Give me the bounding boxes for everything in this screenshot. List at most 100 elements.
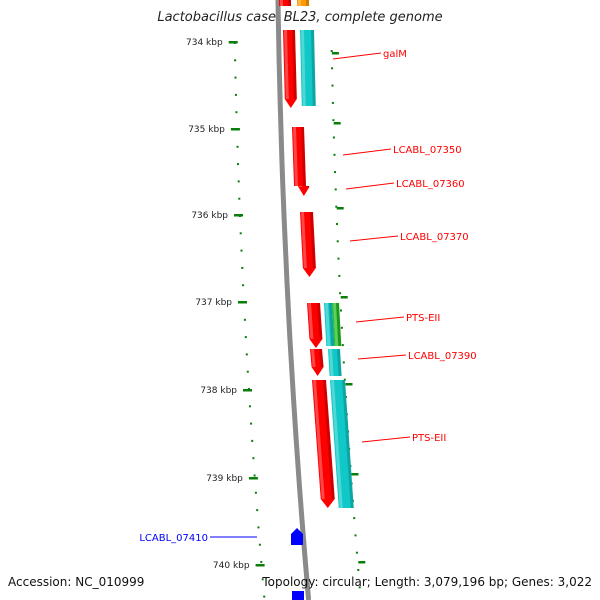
gene-galM-shade	[292, 30, 297, 99]
domain-PTS-EII-1[interactable]	[332, 303, 342, 346]
gene-LCABL_07360[interactable]	[298, 186, 310, 196]
gene-LCABL_07350-shade	[301, 127, 306, 186]
gene-label[interactable]: PTS-EII	[355, 313, 440, 324]
ruler-major-tick	[228, 41, 238, 44]
gene-label[interactable]: PTS-EII	[361, 433, 446, 444]
ruler-label: 736 kbp	[191, 211, 228, 221]
cds-galM[interactable]	[300, 30, 316, 106]
ruler-major-tick	[238, 301, 247, 304]
ruler-dot	[343, 378, 346, 381]
ruler-label: 735 kbp	[188, 125, 225, 135]
domain-PTS-EII-1-shade	[336, 303, 342, 346]
gene-PTS-EII-2-body	[312, 380, 335, 508]
gene-PTS-EII-1[interactable]	[307, 303, 323, 348]
gene-label-leader	[342, 148, 392, 156]
ruler-dot	[240, 249, 243, 252]
cds-PTS-EII-2[interactable]	[330, 380, 354, 508]
gene-LCABL_07390[interactable]	[310, 349, 324, 376]
gene-PTS-EII-2-shade	[323, 380, 335, 499]
ruler-dot	[236, 145, 239, 148]
ruler-dot	[261, 578, 264, 581]
orange-feature[interactable]	[297, 0, 310, 6]
gene-label[interactable]: LCABL_07350	[342, 145, 462, 156]
gene-label[interactable]: LCABL_07370	[349, 232, 469, 243]
accession-text: Accession: NC_010999	[8, 575, 145, 589]
ruler-dot	[242, 284, 245, 287]
gene-label[interactable]: LCABL_07390	[357, 351, 477, 362]
gene-LCABL_07390-shade	[319, 349, 324, 367]
ruler-dot	[263, 595, 266, 598]
gene-LCABL_07350-shine	[293, 127, 298, 186]
gene-galM-shine	[284, 30, 289, 99]
ruler-dot	[239, 232, 242, 235]
ruler-dot	[238, 197, 241, 200]
ruler-dot	[338, 274, 341, 277]
cds-PTS-EII-2-body	[330, 380, 354, 508]
map-title: Lactobacillus casei BL23, complete genom…	[157, 10, 443, 25]
ruler-major-tick	[351, 473, 359, 476]
ruler-dot	[339, 292, 342, 295]
ruler-dot	[250, 422, 253, 425]
ruler-label: 738 kbp	[200, 386, 237, 396]
ruler-dot	[234, 93, 237, 96]
gene-label-text: PTS-EII	[406, 313, 440, 324]
ruler-label: 737 kbp	[195, 298, 232, 308]
ruler-dot	[336, 223, 338, 225]
ruler-inner	[233, 42, 266, 598]
gene-bottom-partial[interactable]	[292, 591, 304, 600]
ruler-dot	[334, 171, 336, 174]
ruler-dot	[258, 543, 261, 546]
ruler-major-tick	[234, 214, 243, 217]
cds-LCABL_07390-shade	[337, 349, 342, 376]
ruler-major-tick	[333, 122, 341, 125]
gene-LCABL_07350[interactable]	[292, 127, 306, 186]
ruler-dot	[342, 361, 345, 364]
gene-top-partial[interactable]	[279, 0, 292, 6]
gene-label-text: LCABL_07360	[396, 179, 465, 190]
gene-LCABL_07360-shine	[299, 186, 303, 187]
gene-LCABL_07410[interactable]	[291, 528, 303, 545]
gene-PTS-EII-1-shine	[308, 303, 314, 339]
cds-PTS-EII-1-shade	[329, 303, 335, 346]
gene-LCABL_07350-body	[292, 127, 306, 186]
gene-LCABL_07370[interactable]	[300, 212, 316, 277]
gene-PTS-EII-1-body	[307, 303, 323, 348]
ruler-dot	[331, 67, 334, 70]
gene-label-leader	[361, 436, 411, 443]
gene-label-text: PTS-EII	[412, 433, 446, 444]
gene-LCABL_07370-shade	[310, 212, 316, 268]
ruler-label: 734 kbp	[186, 38, 223, 48]
ruler-dot	[334, 188, 337, 191]
ruler-labels: 734 kbp 735 kbp 736 kbp 737 kbp 738 kbp 739 k…	[186, 38, 265, 571]
gene-galM-body	[283, 30, 297, 108]
gene-label-text: galM	[383, 49, 407, 60]
gene-PTS-EII-2[interactable]	[312, 380, 335, 508]
gene-label[interactable]: LCABL_07410	[139, 533, 257, 544]
ruler-major-tick	[248, 477, 258, 480]
ruler-dot	[252, 457, 255, 460]
gene-label-leader	[355, 316, 405, 323]
gene-top-partial-shine	[280, 0, 284, 6]
ruler-label: 740 kbp	[213, 561, 250, 571]
ruler-dot	[253, 474, 256, 477]
domain-PTS-EII-1-shine	[333, 303, 339, 346]
ruler-major-tick	[243, 389, 252, 392]
gene-LCABL_07390-shine	[311, 349, 316, 367]
cds-LCABL_07390[interactable]	[328, 349, 342, 376]
ruler-dot	[248, 405, 251, 408]
gene-label[interactable]: LCABL_07360	[345, 179, 465, 190]
ruler-dot	[330, 50, 333, 52]
ruler-dot	[340, 326, 343, 329]
cds-PTS-EII-1[interactable]	[324, 303, 335, 346]
cds-PTS-EII-2-shade	[342, 380, 354, 508]
gene-galM[interactable]	[283, 30, 297, 108]
ruler-major-tick	[340, 296, 348, 299]
gene-label[interactable]: galM	[332, 49, 407, 60]
ruler-dot	[234, 76, 237, 79]
gene-label-text: LCABL_07350	[393, 145, 462, 156]
orange-feature-body	[297, 0, 310, 6]
ruler-dot	[355, 551, 358, 554]
gene-LCABL_07370-body	[300, 212, 316, 277]
gene-label-text: LCABL_07390	[408, 351, 477, 362]
